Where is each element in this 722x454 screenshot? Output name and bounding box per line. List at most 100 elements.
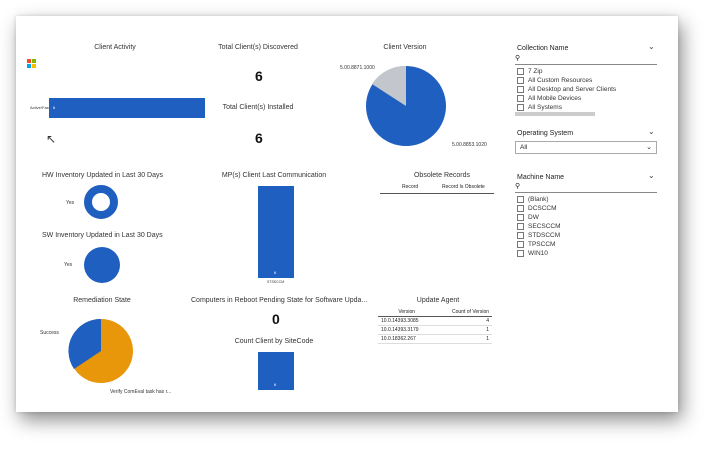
- hw-inventory-donut[interactable]: [83, 184, 119, 220]
- client-version-label-minor: 5.00.8871.1000: [340, 65, 375, 71]
- update-agent-count: 1: [486, 327, 489, 333]
- list-item[interactable]: 7 Zip: [517, 68, 542, 75]
- list-item-label: DCSCCM: [528, 205, 557, 212]
- reboot-title: Computers in Reboot Pending State for So…: [191, 297, 368, 304]
- list-item[interactable]: TPSCCM: [517, 241, 555, 248]
- list-item[interactable]: DCSCCM: [517, 205, 557, 212]
- hw-inventory-label: Yes: [66, 200, 75, 206]
- list-item[interactable]: (Blank): [517, 196, 549, 203]
- obsolete-table-header: Record Record Is Obsolete: [380, 184, 494, 194]
- obsolete-title: Obsolete Records: [413, 172, 471, 179]
- client-version-slice-minor[interactable]: [372, 65, 406, 106]
- sw-inventory-pie[interactable]: [82, 245, 122, 285]
- list-item-label: All Desktop and Server Clients: [528, 86, 617, 93]
- table-row[interactable]: 10.0.14393.3085 4: [378, 317, 492, 326]
- chevron-down-icon[interactable]: ⌄: [648, 127, 655, 136]
- update-agent-header-row: Version Count of Version: [378, 308, 492, 317]
- collection-search-input[interactable]: ⚲: [515, 55, 657, 65]
- search-icon: ⚲: [515, 55, 521, 62]
- chevron-down-icon[interactable]: ⌄: [648, 42, 655, 51]
- remediation-label-success: Success: [40, 330, 59, 336]
- update-agent-version: 10.0.14393.3085: [381, 318, 419, 324]
- checkbox[interactable]: [517, 241, 524, 248]
- remediation-slice-success[interactable]: [68, 318, 101, 369]
- clients-installed-title: Total Client(s) Installed: [222, 104, 294, 111]
- checkbox[interactable]: [517, 196, 524, 203]
- list-item-label: TPSCCM: [528, 241, 556, 248]
- client-activity-bar[interactable]: 6: [49, 98, 205, 118]
- obsolete-col-record[interactable]: Record: [402, 184, 419, 190]
- checkbox[interactable]: [517, 104, 524, 111]
- table-row[interactable]: 10.0.14393.3179 1: [378, 326, 492, 335]
- update-agent-count: 1: [486, 336, 489, 342]
- list-item-label: (Blank): [528, 196, 549, 203]
- list-item-label: STDSCCM: [528, 232, 561, 239]
- sitecode-bar[interactable]: 6: [258, 352, 294, 390]
- checkbox[interactable]: [517, 86, 524, 93]
- search-icon: ⚲: [515, 183, 521, 190]
- hw-inventory-title: HW Inventory Updated in Last 30 Days: [42, 172, 164, 179]
- update-agent-col-count[interactable]: Count of Version: [452, 309, 489, 315]
- checkbox[interactable]: [517, 250, 524, 257]
- os-filter-title: Operating System: [517, 130, 574, 137]
- update-agent-table: Version Count of Version 10.0.14393.3085…: [378, 308, 492, 344]
- machine-filter-title: Machine Name: [517, 174, 565, 181]
- list-item-label: DW: [528, 214, 539, 221]
- obsolete-col-obsolete[interactable]: Record Is Obsolete: [442, 184, 485, 190]
- machine-search-input[interactable]: ⚲: [515, 183, 657, 193]
- list-item[interactable]: DW: [517, 214, 539, 221]
- os-select-value: All: [520, 144, 528, 151]
- checkbox[interactable]: [517, 205, 524, 212]
- remediation-label-verify: Verify ComEval task has r...: [110, 389, 172, 395]
- list-item-label: All Mobile Devices: [528, 95, 582, 102]
- os-select[interactable]: All ⌄: [515, 141, 657, 154]
- list-item[interactable]: All Systems: [517, 104, 562, 111]
- client-activity-bar-label: Active/Fast: [30, 105, 50, 110]
- update-agent-col-version[interactable]: Version: [398, 309, 416, 315]
- mouse-cursor-icon: ↖: [46, 132, 57, 146]
- checkbox[interactable]: [517, 223, 524, 230]
- list-item-label: SECSCCM: [528, 223, 561, 230]
- list-item[interactable]: SECSCCM: [517, 223, 561, 230]
- update-agent-title: Update Agent: [416, 297, 460, 304]
- mp-comm-bar[interactable]: 6: [258, 186, 294, 278]
- mp-comm-axis-label: STSSCCM: [267, 280, 285, 284]
- update-agent-count: 4: [486, 318, 489, 324]
- sw-inventory-label: Yes: [64, 262, 73, 268]
- list-item[interactable]: All Mobile Devices: [517, 95, 581, 102]
- list-item[interactable]: All Custom Resources: [517, 77, 592, 84]
- chevron-down-icon: ⌄: [646, 144, 652, 151]
- sw-inventory-title: SW Inventory Updated in Last 30 Days: [42, 232, 163, 239]
- checkbox[interactable]: [517, 77, 524, 84]
- client-version-pie[interactable]: [364, 64, 448, 148]
- client-activity-title: Client Activity: [94, 44, 136, 51]
- sitecode-bar-value: 6: [274, 382, 277, 387]
- clients-discovered-value: 6: [255, 68, 263, 84]
- clients-installed-value: 6: [255, 130, 263, 146]
- client-version-label-major: 5.00.8853.1020: [452, 142, 487, 148]
- hw-inventory-ring[interactable]: [84, 185, 118, 219]
- list-item-label: All Custom Resources: [528, 77, 593, 84]
- list-item[interactable]: All Desktop and Server Clients: [517, 86, 616, 93]
- client-version-title: Client Version: [383, 44, 427, 51]
- collection-scrollbar[interactable]: [515, 112, 595, 116]
- list-item-label: WIN10: [528, 250, 548, 257]
- checkbox[interactable]: [517, 95, 524, 102]
- list-item-label: All Systems: [528, 104, 562, 111]
- clients-discovered-title: Total Client(s) Discovered: [218, 44, 298, 51]
- mp-comm-title: MP(s) Client Last Communication: [221, 172, 327, 179]
- chevron-down-icon[interactable]: ⌄: [648, 171, 655, 180]
- checkbox[interactable]: [517, 214, 524, 221]
- remediation-title: Remediation State: [73, 297, 131, 304]
- remediation-pie[interactable]: [68, 318, 134, 384]
- checkbox[interactable]: [517, 68, 524, 75]
- windows-logo-icon: [27, 59, 37, 69]
- collection-filter-title: Collection Name: [517, 45, 569, 52]
- update-agent-version: 10.0.18362.267: [381, 336, 416, 342]
- checkbox[interactable]: [517, 232, 524, 239]
- sw-inventory-slice[interactable]: [84, 247, 120, 283]
- table-row[interactable]: 10.0.18362.267 1: [378, 335, 492, 344]
- reboot-value: 0: [272, 311, 280, 327]
- list-item[interactable]: WIN10: [517, 250, 548, 257]
- list-item[interactable]: STDSCCM: [517, 232, 560, 239]
